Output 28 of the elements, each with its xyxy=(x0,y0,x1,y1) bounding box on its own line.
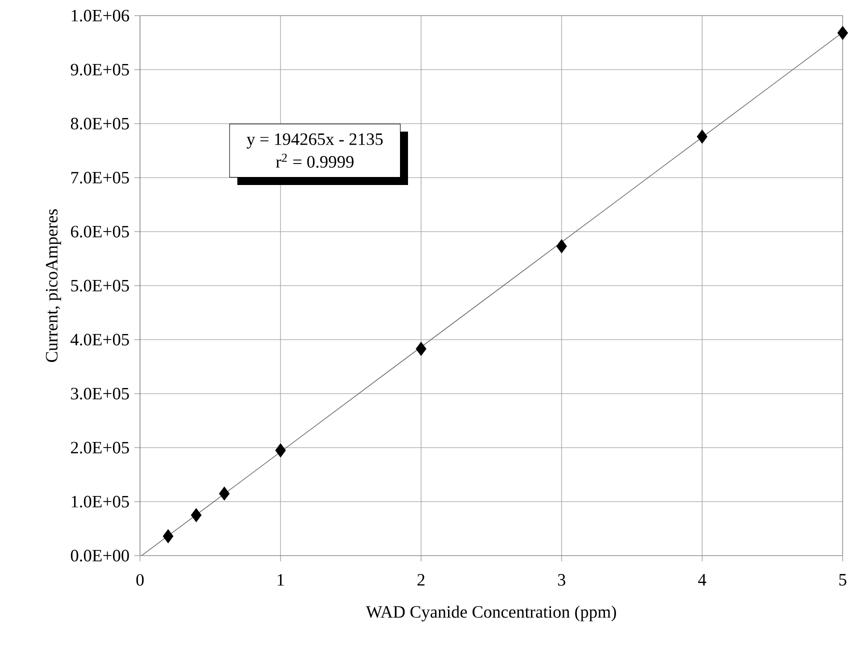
x-axis-title: WAD Cyanide Concentration (ppm) xyxy=(366,606,616,622)
y-tick-label: 6.0E+05 xyxy=(70,226,129,238)
y-tick-label: 1.0E+06 xyxy=(72,10,130,22)
point xyxy=(190,508,202,522)
y-tick-label: 9.0E+05 xyxy=(70,64,129,76)
point xyxy=(219,486,230,500)
y-axis-title: Current, picoAmperes xyxy=(46,209,62,362)
point xyxy=(696,130,708,144)
y-tick-label: 7.0E+05 xyxy=(71,172,129,184)
x-tick-label: 1 xyxy=(278,574,284,586)
y-tick-label: 8.0E+05 xyxy=(70,118,129,130)
x-tick-label: 0 xyxy=(136,574,144,586)
point xyxy=(556,239,567,254)
y-tick-label: 1.0E+05 xyxy=(72,496,129,508)
x-tick-label: 4 xyxy=(698,574,706,586)
x-tick-label: 3 xyxy=(558,574,566,586)
y-tick-label: 0.0E+00 xyxy=(70,550,129,562)
annotation: y = 194265x - 2135 xyxy=(246,133,383,149)
point xyxy=(416,342,426,356)
y-tick-label: 5.0E+05 xyxy=(71,280,129,292)
y-tick-label: 4.0E+05 xyxy=(70,334,129,346)
annotation: r$^{2}$ = 0.9999 xyxy=(276,154,354,168)
y-tick-label: 2.0E+05 xyxy=(70,442,129,454)
x-tick-label: 2 xyxy=(417,574,424,586)
x-tick-label: 5 xyxy=(839,574,846,586)
point xyxy=(162,529,174,544)
point xyxy=(275,443,286,458)
y-tick-label: 3.0E+05 xyxy=(71,388,129,400)
